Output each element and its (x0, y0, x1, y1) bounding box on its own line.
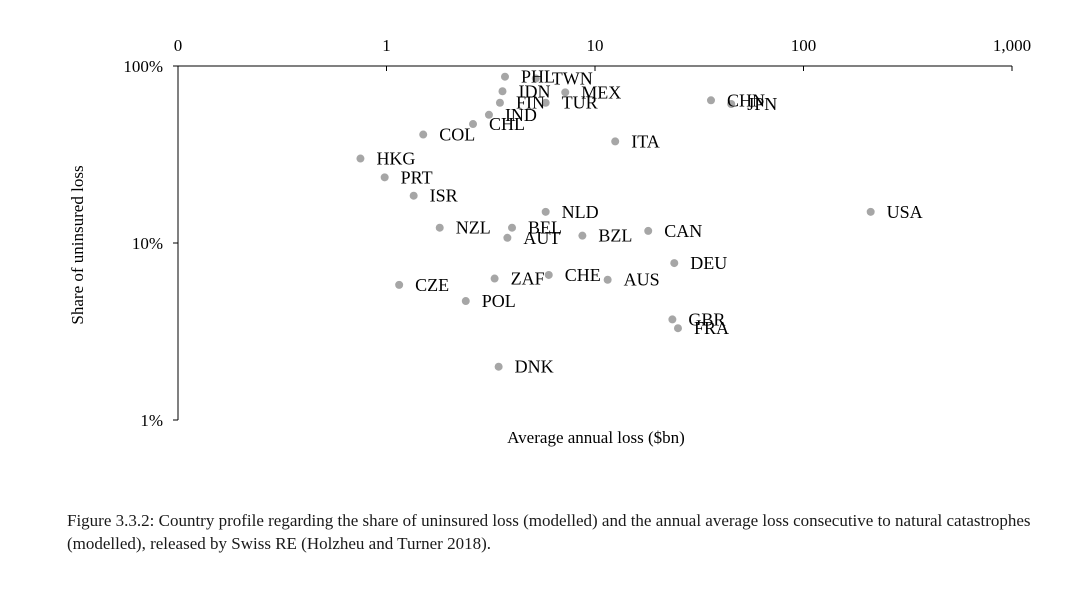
data-point-idn (498, 87, 507, 96)
y-tick-label: 1% (140, 411, 163, 430)
data-point-aus (603, 275, 612, 284)
data-point-col (419, 130, 428, 139)
point-label-pol: POL (482, 291, 516, 311)
x-tick-label: 100 (791, 36, 817, 55)
data-point-bzl (578, 231, 587, 240)
point-label-zaf: ZAF (511, 269, 545, 289)
data-points (356, 72, 875, 371)
point-label-chn: CHN (727, 90, 765, 110)
data-point-mex (561, 88, 570, 97)
data-point-usa (866, 207, 875, 216)
point-label-hkg: HKG (376, 149, 415, 169)
point-label-bzl: BZL (598, 226, 632, 246)
point-label-tur: TUR (562, 93, 598, 113)
data-point-fra (673, 324, 682, 333)
data-point-isr (409, 191, 418, 200)
point-label-che: CHE (565, 265, 601, 285)
data-point-pol (461, 297, 470, 306)
point-label-prt: PRT (401, 167, 433, 187)
point-label-fra: FRA (694, 318, 729, 338)
point-label-col: COL (439, 125, 475, 145)
data-point-cze (395, 280, 404, 289)
point-label-phl: PHL (521, 67, 555, 87)
point-label-nld: NLD (562, 202, 599, 222)
data-point-can (644, 226, 653, 235)
data-point-twn (531, 74, 540, 83)
y-tick-label: 100% (123, 57, 163, 76)
point-label-mex: MEX (581, 82, 621, 102)
point-label-can: CAN (664, 221, 702, 241)
point-label-jpn: JPN (747, 94, 777, 114)
y-axis-label: Share of uninsured loss (68, 165, 87, 324)
point-label-ita: ITA (631, 131, 660, 151)
data-point-ita (611, 137, 620, 146)
data-point-chl (469, 120, 478, 129)
data-point-tur (541, 98, 550, 107)
y-tick-label: 10% (132, 234, 163, 253)
x-tick-label: 1,000 (993, 36, 1031, 55)
point-label-aut: AUT (523, 228, 560, 248)
point-label-chl: CHL (489, 114, 525, 134)
data-point-che (544, 270, 553, 279)
data-point-fin (495, 98, 504, 107)
x-tick-label: 1 (382, 36, 391, 55)
point-label-nzl: NZL (456, 218, 491, 238)
x-tick-label: 10 (587, 36, 604, 55)
data-point-jpn (727, 99, 736, 108)
data-point-hkg (356, 154, 365, 163)
point-label-isr: ISR (430, 186, 458, 206)
data-point-zaf (490, 274, 499, 283)
x-tick-label: 0 (174, 36, 183, 55)
point-label-idn: IDN (518, 81, 550, 101)
data-point-phl (500, 72, 509, 81)
data-point-ind (484, 110, 493, 119)
data-point-gbr (668, 315, 677, 324)
chart-axes: 0 1 10 100 1,000 100% 10% 1% (123, 36, 1031, 430)
point-label-usa: USA (887, 202, 923, 222)
point-label-twn: TWN (552, 68, 593, 88)
data-point-nzl (435, 223, 444, 232)
data-point-nld (541, 207, 550, 216)
point-label-aus: AUS (624, 270, 660, 290)
x-axis-label: Average annual loss ($bn) (507, 428, 685, 447)
point-label-deu: DEU (690, 253, 727, 273)
data-point-aut (503, 233, 512, 242)
point-label-bel: BEL (528, 218, 562, 238)
data-point-dnk (494, 362, 503, 371)
data-point-prt (380, 173, 389, 182)
point-label-cze: CZE (415, 275, 449, 295)
figure-caption: Figure 3.3.2: Country profile regarding … (67, 511, 1031, 553)
data-point-chn (706, 96, 715, 105)
data-point-bel (508, 223, 517, 232)
point-label-fin: FIN (516, 93, 545, 113)
data-point-deu (670, 259, 679, 268)
point-label-dnk: DNK (515, 357, 554, 377)
point-label-gbr: GBR (688, 309, 725, 329)
point-label-ind: IND (505, 105, 537, 125)
